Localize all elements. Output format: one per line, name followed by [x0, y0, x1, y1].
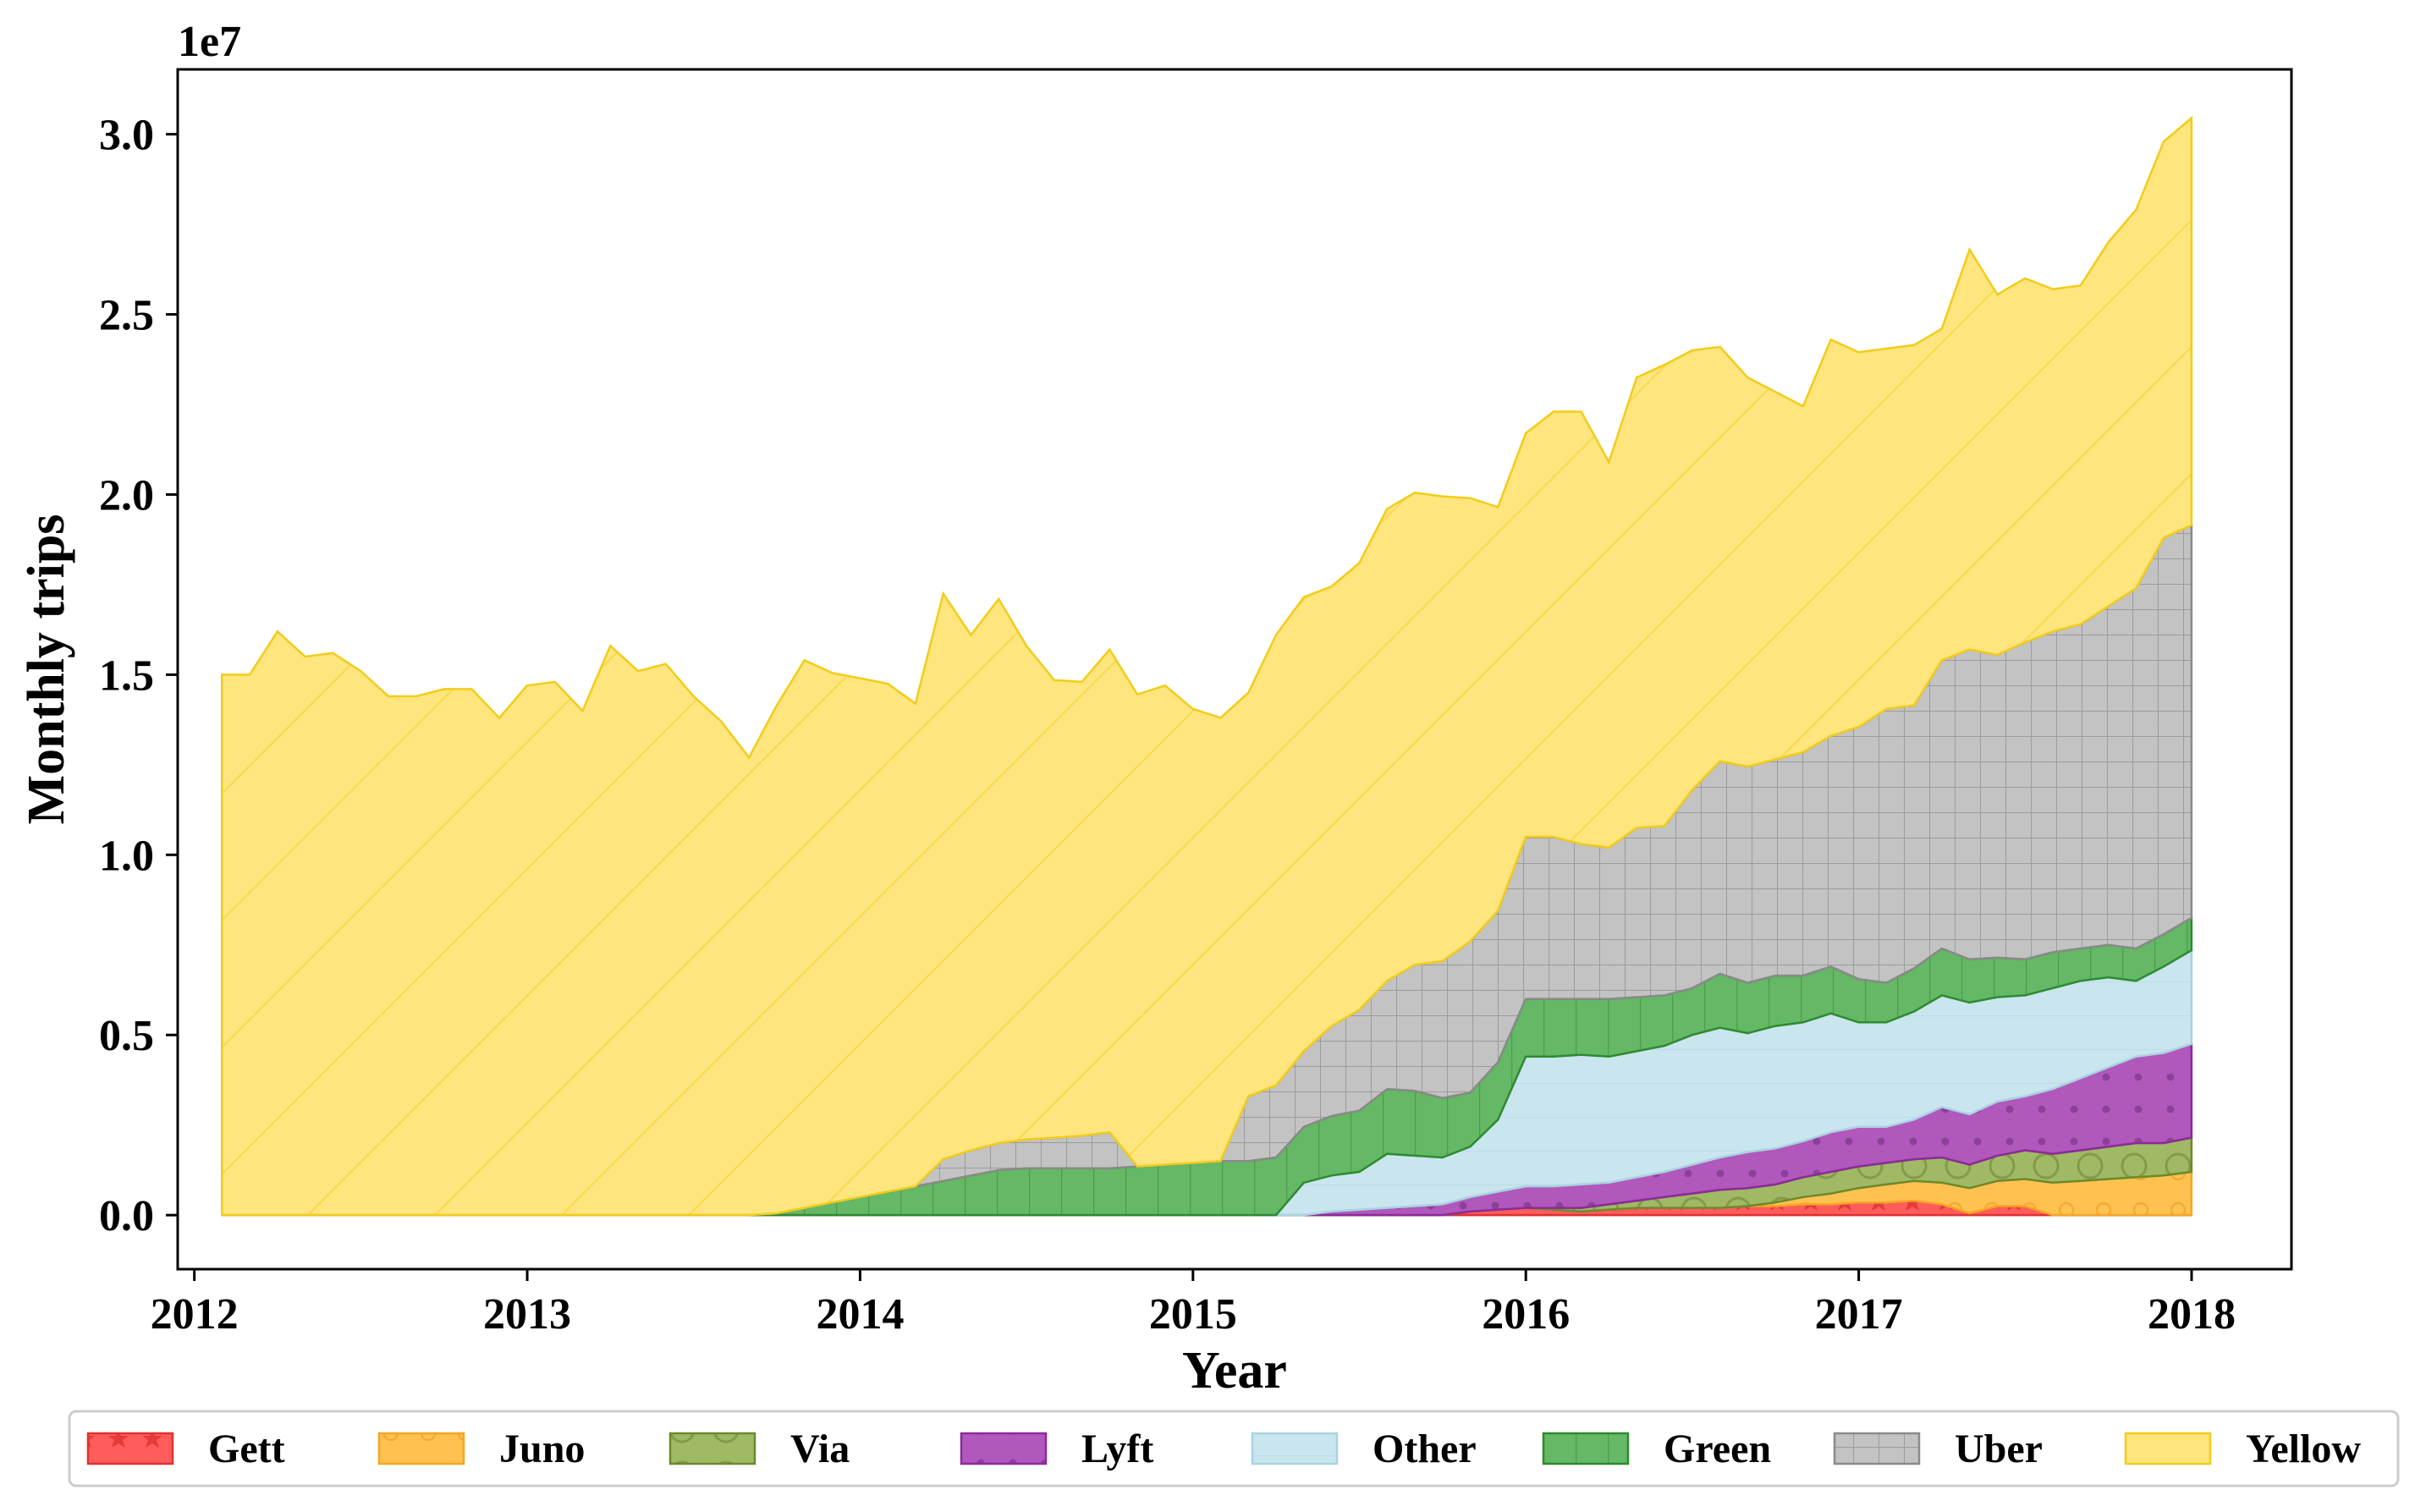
y-tick-label: 1.5 [99, 652, 154, 700]
legend-label-gett: Gett [208, 1427, 285, 1471]
x-tick-label: 2014 [816, 1290, 904, 1339]
y-tick-label: 0.0 [99, 1192, 154, 1240]
y-axis-title: Monthly trips [18, 514, 75, 825]
legend-label-juno: Juno [499, 1427, 585, 1471]
areas-layer [221, 115, 2193, 1217]
legend: Gett Juno Via Lyft Other Green Uber Yellow [68, 1410, 2400, 1487]
legend-label-green: Green [1664, 1427, 1771, 1471]
y-axis: 0.0 0.5 1.0 1.5 2.0 2.5 3.0 [99, 112, 178, 1240]
x-axis-title: Year [1182, 1342, 1287, 1399]
legend-swatch-via [668, 1432, 756, 1465]
x-tick-label: 2012 [151, 1290, 239, 1339]
x-axis: 2012 2013 2014 2015 2016 2017 2018 [151, 1269, 2236, 1339]
x-tick-label: 2013 [483, 1290, 571, 1339]
x-tick-label: 2018 [2148, 1290, 2236, 1339]
legend-swatch-gett [86, 1432, 174, 1465]
legend-label-uber: Uber [1955, 1427, 2043, 1471]
y-tick-label: 1.0 [99, 832, 154, 880]
legend-label-lyft: Lyft [1081, 1427, 1153, 1471]
y-tick-label: 0.5 [99, 1012, 154, 1060]
legend-swatch-uber [1833, 1432, 1921, 1465]
legend-swatch-juno [377, 1432, 465, 1465]
legend-label-via: Via [790, 1427, 850, 1471]
legend-label-yellow: Yellow [2246, 1427, 2361, 1471]
y-exponent-label: 1e7 [178, 18, 241, 66]
x-tick-label: 2016 [1482, 1290, 1570, 1339]
area-yellow [221, 115, 2193, 1217]
y-tick-label: 3.0 [99, 112, 154, 160]
y-tick-label: 2.5 [99, 292, 154, 340]
legend-box [68, 1410, 2400, 1487]
plot-frame [176, 68, 2293, 1271]
x-tick-label: 2015 [1149, 1290, 1237, 1339]
legend-swatch-other [1251, 1432, 1339, 1465]
legend-swatch-green [1542, 1432, 1630, 1465]
legend-swatch-yellow [2124, 1432, 2212, 1465]
legend-swatch-lyft [960, 1432, 1048, 1465]
legend-label-other: Other [1373, 1427, 1477, 1471]
x-tick-label: 2017 [1815, 1290, 1903, 1339]
y-tick-label: 2.0 [99, 471, 154, 520]
